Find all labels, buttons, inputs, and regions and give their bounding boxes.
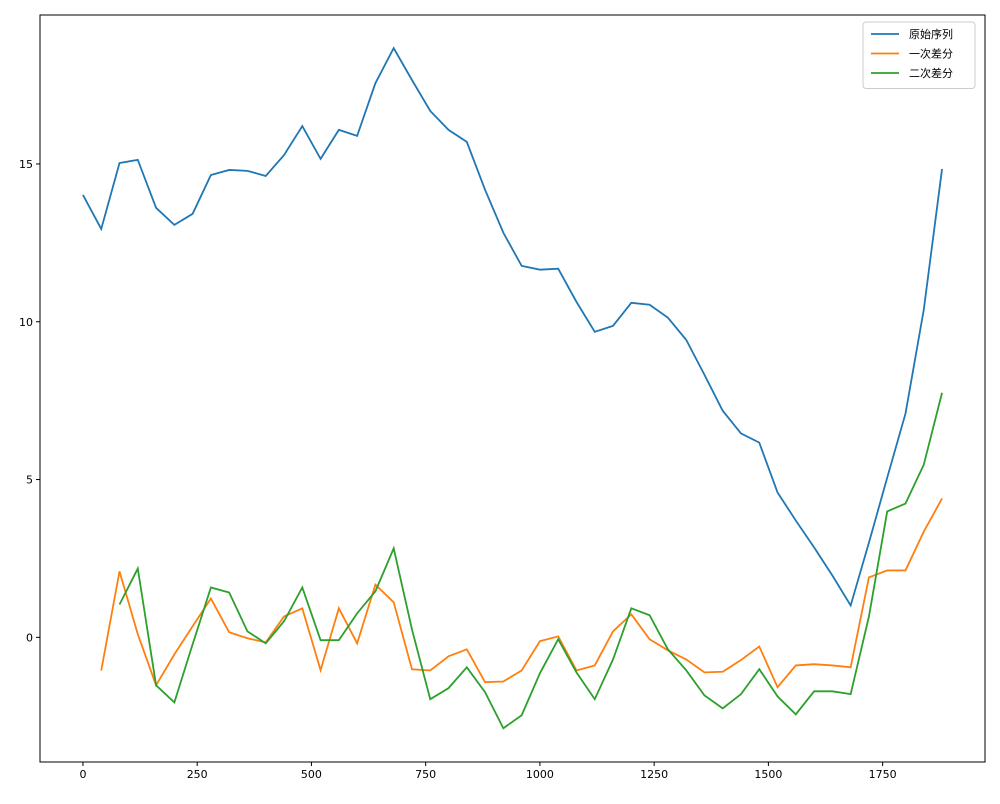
x-tick-label: 750: [415, 768, 436, 781]
y-tick-label: 0: [26, 631, 33, 644]
y-tick-label: 10: [19, 316, 33, 329]
line-series: [118, 392, 943, 730]
line-series: [82, 46, 943, 608]
x-tick-label: 500: [301, 768, 322, 781]
legend-label: 原始序列: [909, 27, 953, 41]
plot-frame: [39, 14, 986, 763]
line-series: [100, 498, 943, 689]
legend-box: [862, 21, 976, 89]
y-tick-label: 5: [26, 474, 33, 487]
legend-label: 二次差分: [909, 66, 953, 80]
y-tick-label: 15: [19, 158, 33, 171]
x-tick-label: 1500: [754, 768, 782, 781]
x-tick-label: 0: [79, 768, 86, 781]
x-tick-label: 1750: [869, 768, 897, 781]
x-tick-label: 250: [187, 768, 208, 781]
x-tick-label: 1250: [640, 768, 668, 781]
legend-label: 一次差分: [909, 47, 953, 61]
x-tick-label: 1000: [526, 768, 554, 781]
